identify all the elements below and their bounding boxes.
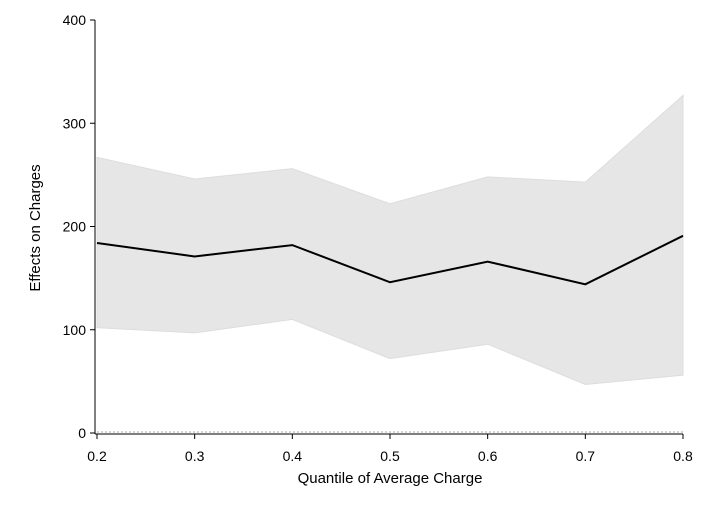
y-tick-label: 300 <box>63 115 87 131</box>
x-tick-label: 0.4 <box>283 448 303 464</box>
y-tick-label: 0 <box>78 425 86 441</box>
confidence-band-layer <box>96 94 684 433</box>
y-tick-label: 400 <box>63 12 87 28</box>
y-tick-label: 100 <box>63 322 87 338</box>
x-tick-label: 0.6 <box>478 448 498 464</box>
x-tick-label: 0.2 <box>87 448 107 464</box>
x-tick-label: 0.7 <box>576 448 596 464</box>
y-tick-label: 200 <box>63 219 87 235</box>
axes: 0 100 200 300 400 0.2 0.3 0.4 0.5 0.6 0.7 0.8 <box>63 12 693 464</box>
y-axis-title: Effects on Charges <box>27 164 44 291</box>
x-tick-label: 0.8 <box>673 448 693 464</box>
series-line-layer <box>96 234 684 286</box>
x-axis-title: Quantile of Average Charge <box>298 470 483 487</box>
confidence-band <box>96 94 684 385</box>
x-tick-label: 0.5 <box>380 448 400 464</box>
x-tick-label: 0.3 <box>185 448 205 464</box>
